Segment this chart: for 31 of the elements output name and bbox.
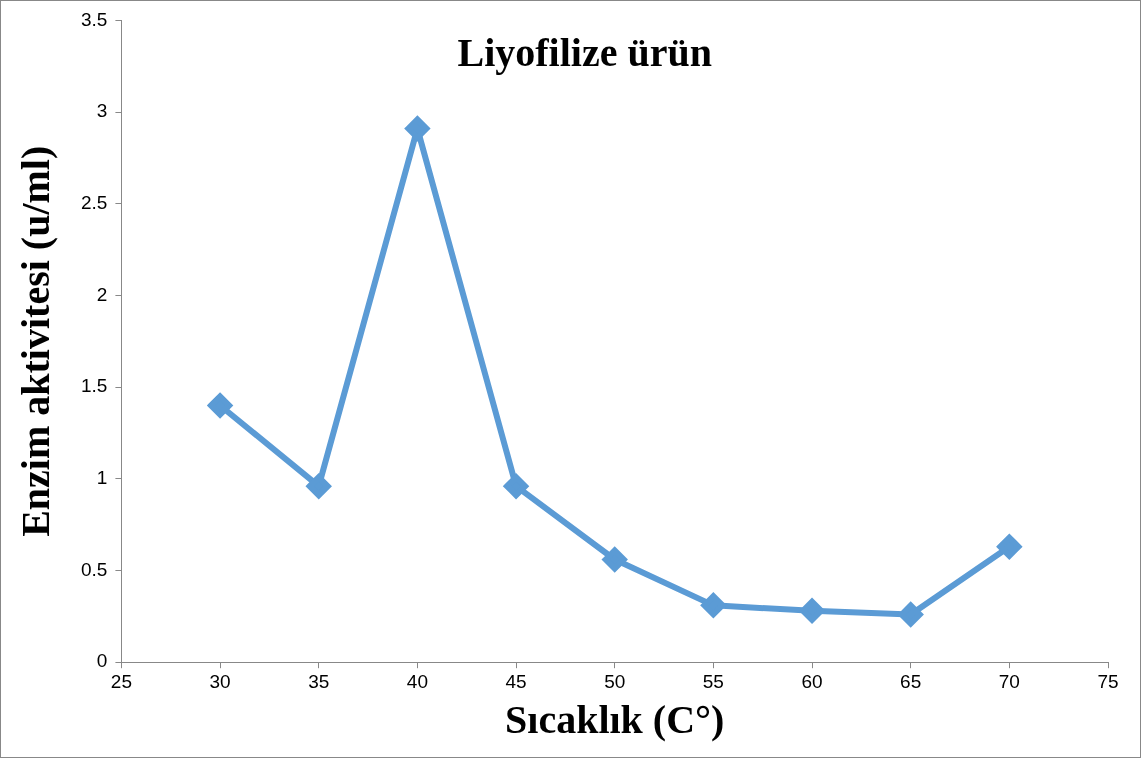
- y-tick-label: 2: [96, 283, 108, 305]
- point: [504, 474, 529, 499]
- y-tick-label: 0: [96, 650, 108, 672]
- x-tick-label: 70: [998, 670, 1020, 692]
- y-tick-label: 3: [96, 100, 108, 122]
- x-tick-label: 30: [209, 670, 231, 692]
- x-tick-label: 35: [308, 670, 330, 692]
- x-axis-title: Sıcaklık (C°): [505, 697, 725, 743]
- chart-title: Liyofilize ürün: [457, 29, 712, 75]
- x-tick-label: 40: [406, 670, 428, 692]
- x-tick-label: 65: [900, 670, 922, 692]
- x-tick-label: 55: [702, 670, 724, 692]
- point: [208, 393, 233, 418]
- x-tick-label: 25: [110, 670, 132, 692]
- y-tick-label: 1: [96, 467, 108, 489]
- x-tick-label: 60: [801, 670, 823, 692]
- point: [405, 116, 430, 141]
- y-tick-label: 1.5: [80, 375, 108, 397]
- x-tick-label: 45: [505, 670, 527, 692]
- point: [306, 474, 331, 499]
- point: [701, 593, 726, 618]
- point: [800, 598, 825, 623]
- y-tick-label: 0.5: [80, 558, 108, 580]
- x-tick-label: 75: [1097, 670, 1119, 692]
- y-tick-label: 2.5: [80, 192, 108, 214]
- point: [602, 547, 627, 572]
- y-tick-label: 3.5: [80, 8, 108, 30]
- point: [898, 602, 923, 627]
- x-tick-label: 50: [604, 670, 626, 692]
- point: [997, 534, 1022, 559]
- y-axis-title: Enzim aktivitesi (u/ml): [13, 145, 59, 537]
